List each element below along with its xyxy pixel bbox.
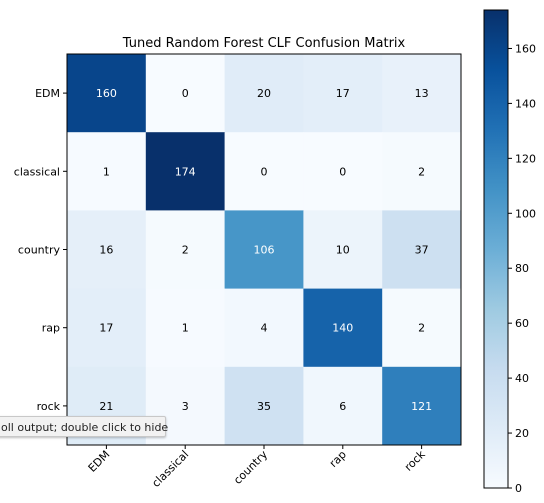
colorbar-tick-label: 60: [515, 317, 529, 330]
heatmap-cell: [224, 288, 304, 368]
cell-value-label: 16: [99, 244, 113, 257]
cell-value-label: 106: [254, 244, 275, 257]
cell-value-label: 37: [415, 244, 429, 257]
heatmap-cell: [303, 54, 383, 133]
heatmap-cell: [382, 54, 462, 133]
heatmap-cell: [303, 132, 383, 211]
cell-value-labels: 160 0 20 17 13 1 174 0 0 2 16 2 106 10 37 17 1 4 140 2 21 3 35…: [96, 87, 432, 413]
cell-value-label: 10: [336, 244, 350, 257]
heatmap-cell: [67, 132, 147, 211]
cell-value-label: 0: [261, 165, 268, 178]
cell-value-label: 2: [418, 165, 425, 178]
colorbar: [483, 9, 509, 489]
heatmap-cell: [382, 288, 462, 368]
colorbar-tick-label: 140: [515, 97, 536, 110]
heatmap-cell: [224, 132, 304, 211]
colorbar-tick-label: 120: [515, 152, 536, 165]
heatmap-cell: [145, 288, 226, 368]
cell-value-label: 0: [182, 87, 189, 100]
y-tick-label: rap: [42, 322, 60, 335]
chart-title: Tuned Random Forest CLF Confusion Matrix: [122, 36, 406, 51]
heatmap-cell: [303, 288, 383, 368]
heatmap-cell: [145, 132, 226, 211]
colorbar-tick-label: 80: [515, 262, 529, 275]
y-tick-label: country: [18, 244, 61, 257]
colorbar-ticks: 0 20 40 60 80 100 120 140 160: [508, 42, 536, 495]
cell-value-label: 0: [339, 165, 346, 178]
heatmap-cell: [382, 210, 462, 290]
cell-value-label: 140: [332, 322, 353, 335]
y-tick-label: classical: [14, 165, 60, 178]
cell-value-label: 174: [175, 165, 196, 178]
x-tick-label: rock: [402, 447, 428, 473]
cell-value-label: 17: [336, 87, 350, 100]
heatmap-cell: [224, 210, 304, 290]
colorbar-tick-label: 0: [515, 482, 522, 495]
cell-value-label: 6: [339, 400, 346, 413]
heatmap-cell: [67, 54, 147, 133]
heatmap-cell: [382, 366, 462, 446]
colorbar-tick-label: 40: [515, 372, 529, 385]
colorbar-tick-label: 160: [515, 42, 536, 55]
x-tick-label: country: [231, 448, 270, 487]
cell-value-label: 17: [99, 322, 113, 335]
heatmap-cell: [382, 132, 462, 211]
cell-value-label: 2: [182, 244, 189, 257]
cell-value-label: 3: [182, 400, 189, 413]
cell-value-label: 121: [411, 400, 432, 413]
x-tick-label: rap: [327, 448, 349, 470]
heatmap-cell: [224, 54, 304, 133]
cell-value-label: 1: [182, 322, 189, 335]
heatmap-cell: [67, 210, 147, 290]
heatmap-cell: [303, 366, 383, 446]
heatmap-cells: [67, 54, 462, 446]
y-axis: EDM classical country rap rock: [14, 87, 67, 413]
heatmap-cell: [67, 288, 147, 368]
x-axis: EDM classical country rap rock: [86, 445, 428, 490]
cell-value-label: 1: [103, 165, 110, 178]
cell-value-label: 35: [257, 400, 271, 413]
x-tick-label: EDM: [86, 448, 113, 475]
heatmap-cell: [224, 366, 304, 446]
x-tick-label: classical: [149, 448, 191, 490]
cell-value-label: 160: [96, 87, 117, 100]
output-tooltip[interactable]: oll output; double click to hide: [0, 416, 168, 437]
cell-value-label: 20: [257, 87, 271, 100]
y-tick-label: EDM: [35, 87, 60, 100]
cell-value-label: 2: [418, 322, 425, 335]
heatmap-cell: [145, 54, 226, 133]
cell-value-label: 4: [261, 322, 268, 335]
cell-value-label: 21: [99, 400, 113, 413]
cell-value-label: 13: [415, 87, 429, 100]
heatmap-cell: [303, 210, 383, 290]
colorbar-tick-label: 100: [515, 207, 536, 220]
heatmap-cell: [145, 210, 226, 290]
colorbar-tick-label: 20: [515, 427, 529, 440]
y-tick-label: rock: [37, 400, 61, 413]
